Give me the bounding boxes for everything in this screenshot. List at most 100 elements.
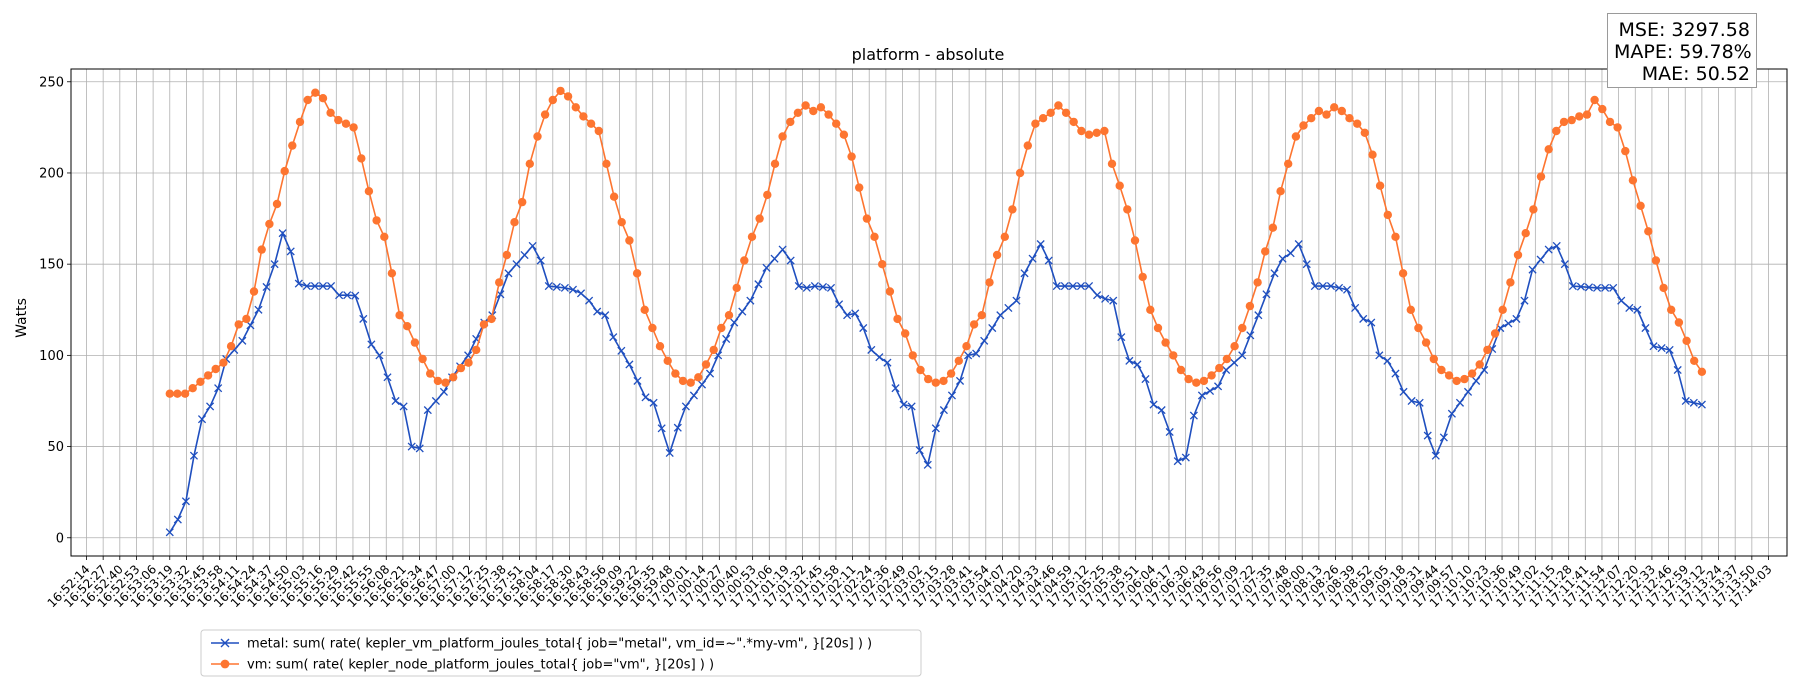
legend-marker [220, 659, 230, 669]
data-point [211, 364, 220, 374]
data-point [1559, 117, 1569, 127]
data-point [665, 448, 674, 458]
data-point [839, 130, 849, 139]
data-point [1625, 303, 1634, 312]
data-point [609, 192, 619, 201]
data-point [649, 398, 658, 407]
data-point [525, 159, 534, 168]
data-point [1353, 119, 1362, 128]
data-point [594, 126, 603, 136]
data-point [433, 376, 443, 386]
series-metal [165, 229, 1706, 537]
data-point [1130, 236, 1140, 245]
data-point [456, 363, 466, 373]
mape-value: MAPE: 59.78% [1614, 41, 1752, 63]
data-point [1674, 318, 1684, 327]
data-point [1455, 398, 1465, 407]
data-point [464, 358, 473, 367]
data-point [1038, 114, 1048, 123]
data-point [1633, 305, 1642, 314]
data-point [302, 281, 311, 291]
data-point [219, 358, 228, 367]
data-point [1138, 272, 1147, 282]
data-point [847, 152, 856, 161]
data-point [1299, 121, 1308, 130]
data-point [1529, 205, 1538, 214]
axes: 16:52:1416:52:2716:52:4016:52:5316:53:06… [39, 75, 1774, 610]
data-point [1253, 278, 1262, 287]
data-point [754, 280, 763, 289]
data-point [585, 296, 594, 305]
data-point [851, 309, 860, 318]
data-point [1307, 114, 1316, 123]
data-point [303, 95, 312, 105]
data-point [410, 338, 420, 347]
data-point [870, 232, 879, 241]
data-point [1044, 256, 1053, 265]
data-point [1590, 95, 1599, 105]
data-point [1284, 159, 1293, 168]
data-point [270, 260, 279, 269]
grid [71, 69, 1787, 556]
y-tick-label: 150 [39, 258, 64, 273]
data-point [351, 291, 360, 300]
data-point [855, 183, 864, 192]
data-point [1215, 363, 1224, 373]
data-point [1077, 126, 1086, 136]
data-point [1552, 126, 1561, 136]
data-point [1092, 128, 1101, 137]
data-point [1414, 323, 1423, 333]
data-point [794, 281, 803, 291]
data-point [1351, 303, 1360, 312]
data-point [528, 241, 537, 250]
data-point [1472, 376, 1481, 385]
data-point [673, 423, 682, 432]
data-point [705, 369, 715, 378]
data-point [1383, 356, 1392, 365]
data-point [1689, 398, 1698, 407]
y-tick-label: 0 [56, 531, 64, 546]
data-point [633, 376, 642, 385]
data-point [818, 282, 827, 292]
data-point [464, 351, 473, 360]
data-point [617, 218, 626, 227]
data-point [1278, 254, 1287, 263]
data-point [786, 256, 795, 265]
data-point [1552, 241, 1561, 250]
data-point [681, 402, 690, 411]
data-point [1447, 409, 1456, 418]
data-point [923, 460, 932, 469]
data-point [609, 333, 618, 342]
data-point [601, 311, 610, 320]
data-point [242, 314, 251, 324]
data-point [1268, 223, 1278, 232]
data-point [1330, 103, 1339, 112]
data-point [318, 94, 328, 103]
data-point [1681, 396, 1690, 406]
data-point [1310, 281, 1319, 291]
data-point [1544, 145, 1553, 154]
data-point [181, 497, 190, 506]
data-point [349, 123, 358, 132]
data-point [439, 387, 448, 396]
data-point [931, 378, 940, 387]
data-point [1302, 260, 1311, 269]
data-point [1651, 256, 1661, 265]
data-point [972, 349, 981, 358]
data-point [544, 281, 553, 291]
data-point [655, 342, 665, 351]
data-point [732, 283, 741, 293]
data-point [816, 103, 826, 112]
data-point [1367, 318, 1376, 327]
data-point [969, 320, 979, 329]
data-point [964, 351, 973, 360]
data-point [625, 360, 634, 369]
data-point [326, 108, 335, 118]
data-point [916, 365, 925, 375]
data-point [770, 159, 780, 168]
data-point [423, 406, 432, 415]
data-point [689, 391, 698, 400]
data-point [1584, 283, 1594, 292]
data-point [901, 329, 910, 338]
data-point [1107, 159, 1117, 168]
